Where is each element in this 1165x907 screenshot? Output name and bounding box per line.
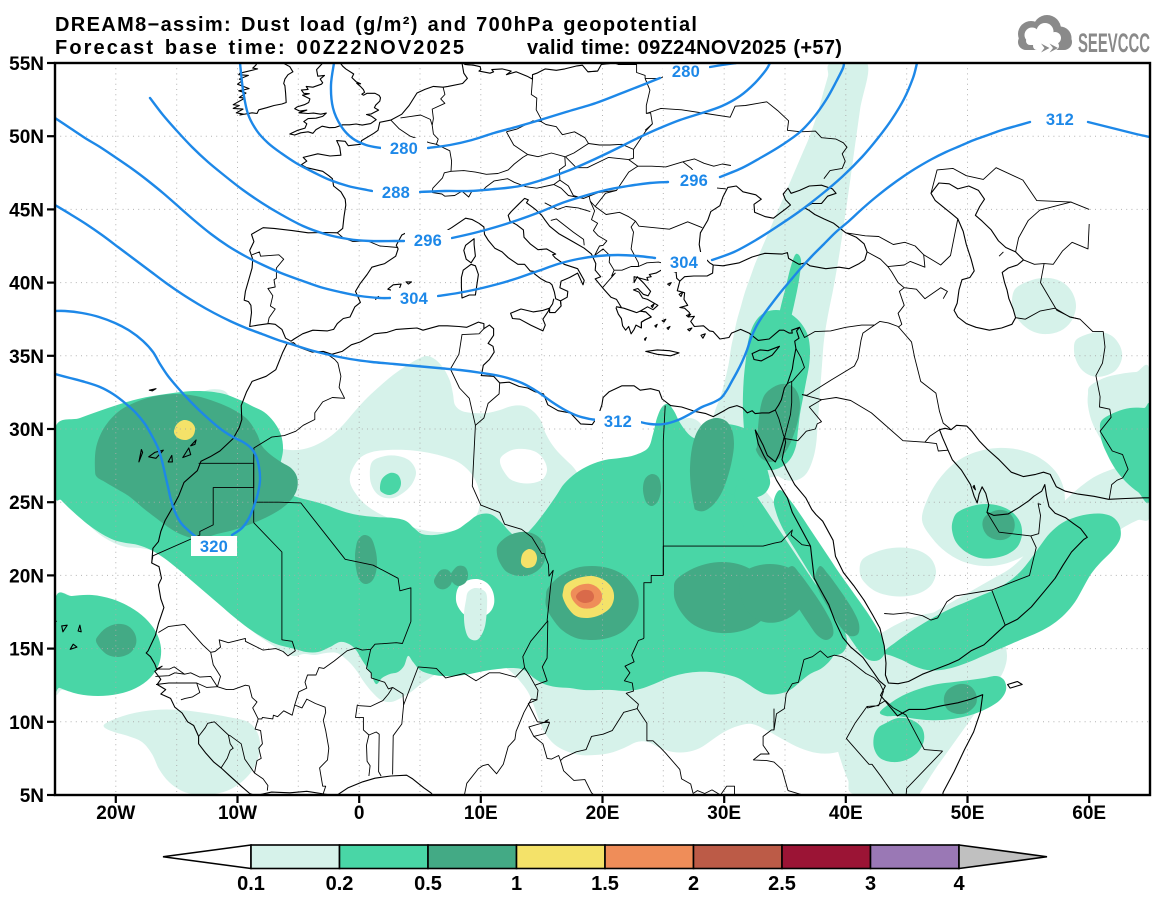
svg-text:25N: 25N: [9, 493, 44, 514]
svg-text:50E: 50E: [951, 803, 985, 824]
svg-text:40E: 40E: [829, 803, 863, 824]
svg-text:1.5: 1.5: [591, 873, 619, 895]
svg-text:50N: 50N: [9, 127, 44, 148]
svg-text:312: 312: [1046, 111, 1074, 129]
svg-text:280: 280: [390, 140, 418, 158]
svg-text:4: 4: [953, 873, 965, 895]
svg-text:312: 312: [604, 413, 632, 431]
svg-text:10N: 10N: [9, 713, 44, 734]
svg-text:35N: 35N: [9, 347, 44, 368]
svg-text:10E: 10E: [464, 803, 498, 824]
svg-text:2.5: 2.5: [768, 873, 796, 895]
svg-text:0.2: 0.2: [326, 873, 354, 895]
svg-text:296: 296: [680, 172, 708, 190]
svg-text:15N: 15N: [9, 640, 44, 661]
svg-text:0.1: 0.1: [237, 873, 265, 895]
svg-text:60E: 60E: [1072, 803, 1106, 824]
svg-text:55N: 55N: [9, 54, 44, 75]
svg-text:288: 288: [382, 184, 410, 202]
svg-text:20E: 20E: [586, 803, 620, 824]
svg-text:40N: 40N: [9, 274, 44, 295]
svg-text:45N: 45N: [9, 200, 44, 221]
svg-text:296: 296: [414, 232, 442, 250]
svg-text:280: 280: [672, 63, 700, 81]
svg-text:304: 304: [400, 290, 429, 308]
svg-text:30E: 30E: [707, 803, 741, 824]
svg-text:2: 2: [688, 873, 699, 895]
svg-text:0: 0: [354, 803, 365, 824]
svg-text:10W: 10W: [218, 803, 257, 824]
svg-text:3: 3: [865, 873, 876, 895]
svg-text:SEEVCCC: SEEVCCC: [1078, 28, 1150, 58]
svg-text:20W: 20W: [96, 803, 135, 824]
svg-text:304: 304: [670, 254, 699, 272]
svg-text:20N: 20N: [9, 566, 44, 587]
svg-text:30N: 30N: [9, 420, 44, 441]
svg-text:320: 320: [200, 538, 228, 556]
svg-text:5N: 5N: [20, 786, 44, 807]
svg-text:1: 1: [511, 873, 522, 895]
svg-text:0.5: 0.5: [414, 873, 442, 895]
